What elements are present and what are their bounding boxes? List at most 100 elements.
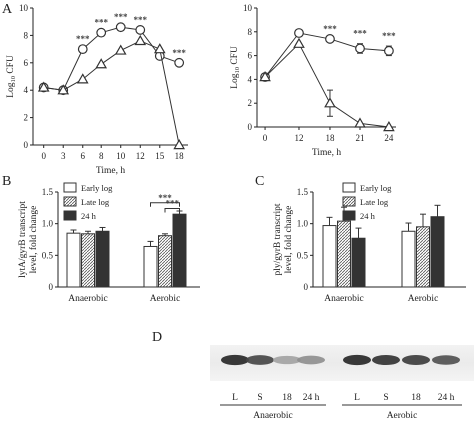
x-tick-label: 0 <box>263 133 268 143</box>
category-label: Aerobic <box>408 294 439 304</box>
blot-band <box>273 355 301 365</box>
lane-label: S <box>257 393 262 403</box>
significance-label: *** <box>76 34 90 44</box>
bar <box>158 235 172 288</box>
group-label-anaerobic: Anaerobic <box>253 411 293 421</box>
category-label: Aerobic <box>150 294 181 304</box>
bar <box>143 245 158 288</box>
bar <box>172 213 187 288</box>
y-tick-label: 8 <box>248 27 253 37</box>
x-tick-label: 15 <box>155 151 165 161</box>
significance-label: *** <box>134 15 148 25</box>
blot-band <box>372 354 400 366</box>
y-tick-label: 0 <box>304 282 309 292</box>
y-tick-label: 0 <box>49 282 54 292</box>
y-tick-label: 10 <box>243 3 253 13</box>
y-tick-label: 10 <box>19 3 29 13</box>
x-tick-label: 21 <box>355 133 364 143</box>
legend-label: Late log <box>360 197 389 207</box>
y-tick-label: 6 <box>248 51 253 61</box>
legend-swatch <box>63 182 77 193</box>
significance-bracket <box>164 207 180 213</box>
legend-swatch <box>63 210 77 221</box>
significance-label: *** <box>323 24 337 34</box>
bar <box>95 230 110 288</box>
y-axis-label: ply/gyrB transcriptlevel, fold change <box>273 203 294 275</box>
category-label: Anaerobic <box>324 294 364 304</box>
significance-label: *** <box>114 12 128 22</box>
y-tick-label: 0 <box>248 122 253 132</box>
x-tick-label: 18 <box>175 151 185 161</box>
triangle-point <box>95 58 108 69</box>
significance-bracket <box>150 202 180 207</box>
triangle-point <box>293 37 305 48</box>
bar <box>322 225 337 288</box>
triangle-point <box>354 117 366 128</box>
panel-letter-b: B <box>2 174 11 189</box>
x-tick-label: 12 <box>294 133 303 143</box>
legend-label: 24 h <box>81 211 97 221</box>
blot-band <box>221 354 249 366</box>
blot-band <box>343 354 371 366</box>
x-tick-label: 12 <box>136 151 145 161</box>
legend-label: 24 h <box>360 211 376 221</box>
triangle-point <box>173 138 185 150</box>
x-tick-label: 24 <box>384 133 394 143</box>
bar <box>401 230 416 288</box>
circle-point <box>294 28 304 38</box>
triangle-point <box>37 81 50 92</box>
blot-band <box>246 355 274 365</box>
bar <box>351 237 366 288</box>
y-tick-label: 2 <box>24 113 29 123</box>
y-tick-label: 0.5 <box>42 250 54 260</box>
x-axis-label: Time, h <box>96 166 125 176</box>
significance-label: *** <box>382 31 396 41</box>
circle-point <box>96 27 107 38</box>
x-axis-label: Time, h <box>312 148 341 158</box>
circle-point <box>115 22 126 33</box>
legend-label: Early log <box>81 183 113 193</box>
blot-band <box>297 355 325 365</box>
panel-letter-d: D <box>152 330 162 345</box>
circle-point <box>135 25 146 35</box>
circle-point <box>174 57 185 68</box>
blot-band <box>432 355 460 365</box>
circle-point <box>355 43 365 54</box>
legend-swatch <box>342 210 356 221</box>
series-line <box>264 42 389 128</box>
triangle-point <box>57 84 70 95</box>
triangle-point <box>114 44 127 55</box>
lane-label: 18 <box>282 393 292 403</box>
triangle-point <box>259 71 271 82</box>
legend-label: Early log <box>360 183 392 193</box>
chart-a-left: 0 2 4 6 8 10 0 3 6 8 10 12 15 18 Time, h Log10 CFU *** **… <box>6 3 188 176</box>
y-axis-label: lytA/gyrB transcriptlevel, fold change <box>18 201 39 278</box>
lane-label: 24 h <box>438 393 455 403</box>
bar <box>416 226 430 288</box>
y-tick-label: 0.5 <box>297 250 309 260</box>
panel-letter-a: A <box>2 2 13 17</box>
panel-letter-c: C <box>255 174 264 189</box>
y-axis-label: Log10 CFU <box>6 55 17 98</box>
y-tick-label: 4 <box>24 85 29 95</box>
bar <box>66 232 81 288</box>
lane-label: S <box>383 393 388 403</box>
significance-label: *** <box>353 29 367 39</box>
y-tick-label: 4 <box>248 74 253 84</box>
x-tick-label: 8 <box>99 151 104 161</box>
lane-label: L <box>354 393 360 403</box>
western-blot: L S 18 24 h L S 18 24 h Anaerobic Aerobic <box>210 345 474 421</box>
y-tick-label: 1.0 <box>297 219 309 229</box>
circle-point <box>325 34 335 44</box>
legend-swatch <box>342 182 356 193</box>
y-tick-label: 6 <box>24 58 29 68</box>
significance-label: *** <box>166 198 180 208</box>
circle-point <box>77 44 88 54</box>
category-label: Anaerobic <box>68 294 108 304</box>
x-tick-label: 10 <box>116 151 126 161</box>
x-tick-label: 0 <box>41 151 46 161</box>
